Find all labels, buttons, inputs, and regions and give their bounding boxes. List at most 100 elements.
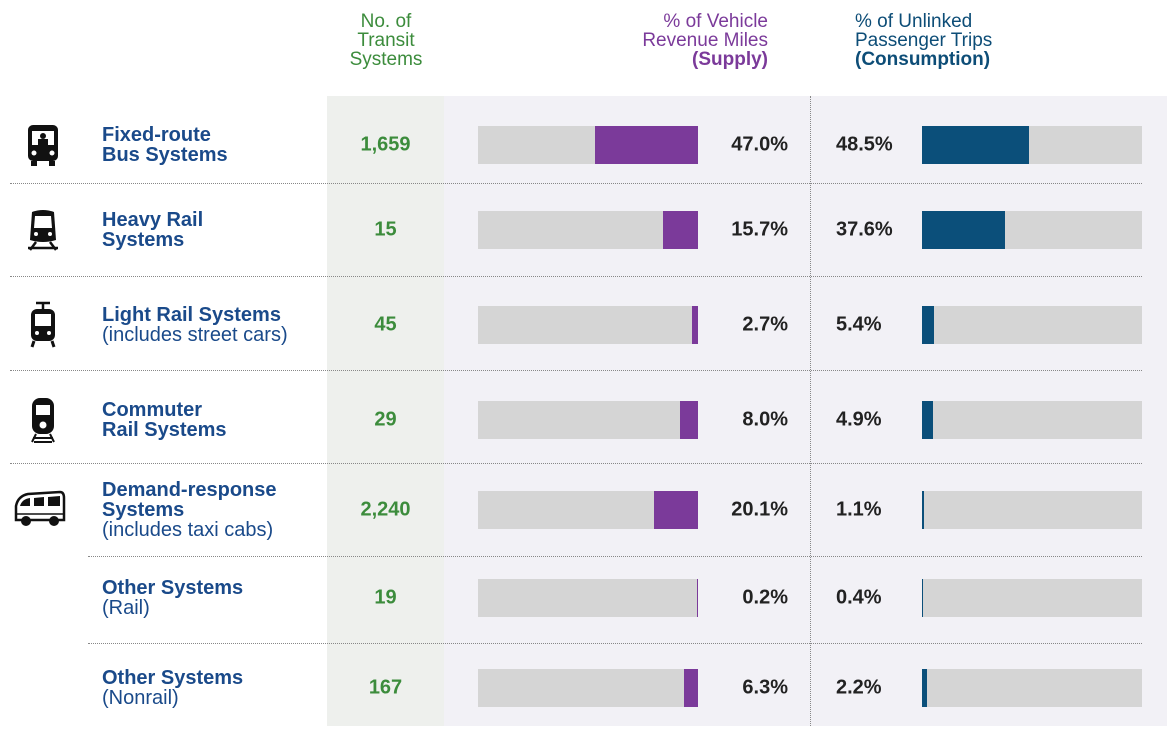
- name-note: (Nonrail): [102, 687, 179, 709]
- consumption-label: 2.2%: [836, 676, 882, 699]
- consumption-track: [922, 669, 1142, 707]
- consumption-track: [922, 306, 1142, 344]
- consumption-bar: [922, 306, 934, 344]
- icon: [22, 301, 76, 354]
- consumption-bar: [922, 669, 927, 707]
- supply-label: 20.1%: [731, 498, 788, 521]
- row-separator: [10, 183, 1142, 184]
- systems-count: 2,240: [360, 498, 411, 521]
- row-separator: [10, 276, 1142, 277]
- consumption-track: [922, 211, 1142, 249]
- supply-bar: [653, 491, 698, 529]
- supply-bar: [697, 579, 698, 617]
- consumption-bar: [922, 126, 1029, 164]
- system-name: Demand-response Systems (includes taxi ca…: [102, 480, 322, 540]
- header-text: % of Unlinked Passenger Trips: [855, 11, 993, 51]
- systems-count: 29: [374, 408, 397, 431]
- supply-track: [478, 211, 698, 249]
- systems-count: 19: [374, 586, 397, 609]
- supply-label: 8.0%: [742, 408, 788, 431]
- supply-label: 6.3%: [742, 676, 788, 699]
- name-line: Commuter: [102, 399, 203, 421]
- row: Light Rail Systems (includes street cars…: [0, 279, 1167, 371]
- icon-graphic: [28, 210, 58, 251]
- icon: [14, 486, 68, 539]
- name-line: Other Systems: [102, 667, 244, 689]
- consumption-bar: [922, 401, 933, 439]
- consumption-bar: [922, 579, 923, 617]
- consumption-label: 37.6%: [836, 218, 893, 241]
- name-note: (includes street cars): [102, 324, 288, 346]
- supply-track: [478, 491, 698, 529]
- row: Fixed-route Bus Systems 1,659 47.0% 48.5%: [0, 99, 1167, 191]
- row: Other Systems (Nonrail) 167 6.3% 2.2%: [0, 642, 1167, 734]
- row-separator: [88, 556, 1142, 557]
- consumption-track: [922, 491, 1142, 529]
- supply-label: 47.0%: [731, 133, 788, 156]
- supply-track: [478, 579, 698, 617]
- consumption-bar: [922, 491, 925, 529]
- consumption-label: 4.9%: [836, 408, 882, 431]
- icon-graphic: [31, 398, 55, 443]
- name-line: Demand-response: [102, 479, 277, 501]
- consumption-label: 0.4%: [836, 586, 882, 609]
- name-line: Fixed-route: [102, 124, 211, 146]
- name-note: (Rail): [102, 597, 150, 619]
- header-systems: No. of Transit Systems: [349, 11, 423, 70]
- icon-graphic: [28, 125, 58, 166]
- supply-track: [478, 306, 698, 344]
- name-line: Heavy Rail: [102, 209, 204, 231]
- header-supply: % of Vehicle Revenue Miles (Supply): [608, 12, 768, 69]
- supply-track: [478, 126, 698, 164]
- systems-count: 1,659: [360, 133, 411, 156]
- header-consumption: % of Unlinked Passenger Trips (Consumptio…: [855, 12, 1035, 69]
- icon: [22, 121, 76, 174]
- supply-track: [478, 669, 698, 707]
- systems-count: 15: [374, 218, 397, 241]
- system-name: Light Rail Systems (includes street cars…: [102, 305, 322, 345]
- name-line: Rail Systems: [102, 419, 227, 441]
- supply-label: 0.2%: [742, 586, 788, 609]
- consumption-bar: [922, 211, 1005, 249]
- supply-bar: [680, 401, 698, 439]
- consumption-track: [922, 579, 1142, 617]
- consumption-label: 5.4%: [836, 313, 882, 336]
- supply-bar: [684, 669, 698, 707]
- name-line: Other Systems: [102, 577, 244, 599]
- icon: [22, 206, 76, 259]
- supply-label: 2.7%: [742, 313, 788, 336]
- consumption-track: [922, 126, 1142, 164]
- row: Other Systems (Rail) 19 0.2% 0.4%: [0, 552, 1167, 644]
- header-emphasis: (Supply): [692, 49, 768, 70]
- supply-bar: [663, 211, 698, 249]
- system-name: Other Systems (Nonrail): [102, 668, 322, 708]
- row: Commuter Rail Systems 29 8.0% 4.9%: [0, 374, 1167, 466]
- consumption-label: 1.1%: [836, 498, 882, 521]
- name-line: Light Rail Systems: [102, 304, 281, 326]
- systems-count: 167: [368, 676, 403, 699]
- row: Demand-response Systems (includes taxi ca…: [0, 464, 1167, 556]
- name-line: Systems: [102, 229, 185, 251]
- header-emphasis: (Consumption): [855, 49, 991, 70]
- icon: [22, 396, 76, 449]
- column-separator: [810, 96, 811, 726]
- system-name: Commuter Rail Systems: [102, 400, 322, 440]
- icon-graphic: [30, 301, 56, 348]
- row-separator: [88, 643, 1142, 644]
- supply-bar: [692, 306, 698, 344]
- icon-graphic: [14, 490, 66, 526]
- supply-track: [478, 401, 698, 439]
- row-separator: [10, 463, 1142, 464]
- name-note: (includes taxi cabs): [102, 519, 274, 541]
- systems-column-bg: [327, 96, 444, 726]
- row-separator: [10, 370, 1142, 371]
- consumption-label: 48.5%: [836, 133, 893, 156]
- row: Heavy Rail Systems 15 15.7% 37.6%: [0, 184, 1167, 276]
- supply-label: 15.7%: [731, 218, 788, 241]
- system-name: Heavy Rail Systems: [102, 210, 322, 250]
- supply-bar: [594, 126, 698, 164]
- name-line: Bus Systems: [102, 144, 228, 166]
- systems-count: 45: [374, 313, 397, 336]
- system-name: Other Systems (Rail): [102, 578, 322, 618]
